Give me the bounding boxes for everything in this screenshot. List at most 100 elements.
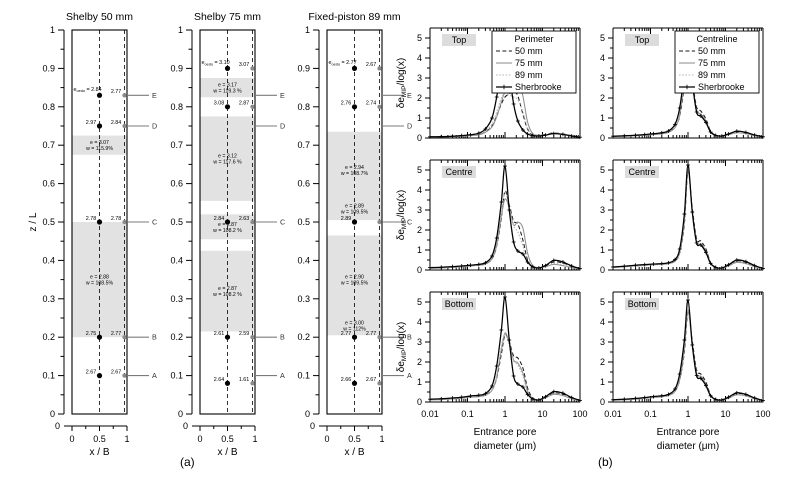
- y-axis-tick-label: 5: [417, 165, 422, 175]
- perimeter-measurement-point: [377, 219, 382, 225]
- profile-title: Shelby 50 mm: [66, 11, 133, 23]
- legend-label: 50 mm: [515, 46, 543, 56]
- centre-void-ratio-value: 2.89: [341, 216, 352, 222]
- subfigure-b-caption: (b): [598, 455, 613, 469]
- mip-curve-75-mm: [429, 198, 581, 270]
- y-axis-tick-label: 3: [600, 337, 605, 347]
- subplot-location-tag: [442, 34, 476, 46]
- y-axis-tick-label: 4: [417, 53, 422, 63]
- y-axis-tick-label: 2: [600, 357, 605, 367]
- mip-subplot-1-0: 0 1 2 3 4 5 Top: [600, 27, 765, 143]
- perimeter-void-ratio-value: 2.59: [239, 331, 250, 337]
- svg-text:eoedo = 3.10: eoedo = 3.10: [202, 60, 230, 66]
- mip-curve-89-mm: [612, 170, 764, 270]
- x-axis-zero-label: 0: [183, 421, 188, 431]
- level-label-C: C: [407, 218, 412, 227]
- centre-measurement-point: [96, 373, 103, 379]
- band-water-content-label: w = 117.6 %: [213, 160, 242, 166]
- x-axis-tick-label: 10: [537, 409, 547, 419]
- profile-panel-group: Shelby 50 mm e = 3.07 w = 115.9% e = 2.88 w …: [0, 0, 412, 487]
- x-axis-title-line1: Entrance pore: [474, 427, 537, 438]
- perimeter-measurement-point: [122, 373, 127, 378]
- y-axis-tick-label: 1: [178, 25, 183, 35]
- y-axis-tick-label: 0.3: [42, 294, 55, 304]
- y-axis-tick-label: 0.3: [170, 294, 183, 304]
- perimeter-void-ratio-value: 2.74: [366, 101, 377, 107]
- x-axis-tick-label: 0.1: [461, 409, 474, 419]
- perimeter-void-ratio-value: 2.67: [366, 62, 377, 68]
- x-axis-title: x / B: [89, 447, 109, 458]
- subfigure-a-caption: (a): [180, 455, 195, 469]
- mip-charts: 012345δeMIP/log(x)Top012345δeMIP/log(x)C…: [396, 27, 771, 452]
- y-axis-tick-label: 0.7: [170, 140, 183, 150]
- profile-plot-1: Shelby 75 mme = 3.17w = 119.3 %e = 3.12w…: [170, 11, 285, 458]
- svg-text:eoedo = 2.84: eoedo = 2.84: [74, 87, 102, 93]
- mip-curve-50-mm: [429, 90, 581, 138]
- legend-label: 75 mm: [698, 58, 726, 68]
- x-axis-title: x / B: [344, 447, 364, 458]
- y-axis-tick-label: 0.1: [42, 371, 55, 381]
- y-axis-tick-label: 3: [417, 205, 422, 215]
- x-axis-tick-label: 0.5: [93, 434, 106, 444]
- perimeter-void-ratio-value: 2.77: [111, 89, 122, 95]
- x-axis-tick-label: 0.01: [421, 409, 439, 419]
- mip-subplot-0-1: 0 1 2 3 4 5 δeMIP/log(x) Centre: [396, 159, 582, 275]
- perimeter-measurement-point: [250, 66, 255, 71]
- perimeter-measurement-point: [377, 381, 382, 386]
- y-axis-tick-label: 1: [417, 377, 422, 387]
- mip-curve-50-mm: [429, 334, 581, 402]
- centre-void-ratio-value: 2.78: [86, 216, 97, 222]
- x-axis-tick-label: 100: [572, 409, 587, 419]
- y-axis-tick-label: 0.1: [297, 371, 310, 381]
- level-label-A: A: [152, 371, 157, 380]
- band-void-ratio-label: e = 3.00: [345, 321, 364, 327]
- centre-void-ratio-value: 2.77: [341, 331, 352, 337]
- y-axis-tick-label: 1: [305, 25, 310, 35]
- y-axis-tick-label: 0.8: [297, 102, 310, 112]
- y-axis-tick-label: 0: [178, 409, 183, 419]
- x-axis-title: x / B: [217, 447, 237, 458]
- legend-title: Perimeter: [514, 34, 553, 44]
- y-axis-tick-label: 2: [417, 93, 422, 103]
- x-axis-title-line1: Entrance pore: [657, 427, 720, 438]
- sherbrooke-markers: [611, 163, 765, 271]
- y-axis-tick-label: 0.5: [170, 217, 183, 227]
- centre-void-ratio-value: 3.08: [214, 101, 225, 107]
- mip-subplot-1-2: 0 1 2 3 4 5 0.01 0.1 1 10 100 Entrance pore diameter…: [600, 291, 771, 452]
- centre-void-ratio-value: 2.66: [341, 377, 352, 383]
- y-axis-tick-label: 2: [600, 225, 605, 235]
- mip-curve-75-mm: [612, 309, 764, 402]
- perimeter-measurement-point: [122, 93, 127, 98]
- y-axis-title: z / L: [28, 212, 39, 231]
- level-label-B: B: [280, 333, 285, 342]
- y-axis-tick-label: 4: [600, 53, 605, 63]
- x-axis-tick-label: 1: [379, 434, 384, 444]
- centre-void-ratio-value: 2.75: [86, 331, 97, 337]
- y-axis-tick-label: 0: [50, 409, 55, 419]
- subplot-location-label: Top: [452, 35, 467, 45]
- centre-void-ratio-value: 2.76: [341, 101, 352, 107]
- y-axis-tick-label: 5: [600, 297, 605, 307]
- mip-curve-sherbrooke: [612, 299, 764, 402]
- perimeter-void-ratio-value: 1.61: [239, 377, 250, 383]
- legend-label: Sherbrooke: [698, 82, 745, 92]
- y-axis-tick-label: 1: [600, 113, 605, 123]
- level-label-D: D: [280, 122, 285, 131]
- subplot-location-label: Top: [635, 35, 650, 45]
- subplot-location-label: Bottom: [628, 299, 657, 309]
- centre-measurement-point: [96, 334, 103, 340]
- y-axis-tick-label: 0.7: [42, 140, 55, 150]
- perimeter-measurement-point: [122, 219, 127, 225]
- perimeter-void-ratio-value: 2.67: [111, 369, 122, 375]
- perimeter-void-ratio-value: 2.87: [239, 101, 250, 107]
- centre-measurement-point: [224, 219, 231, 225]
- perimeter-void-ratio-value: 2.77: [366, 331, 377, 337]
- x-axis-tick-label: 1: [252, 434, 257, 444]
- y-axis-tick-label: 0: [305, 409, 310, 419]
- subplot-location-tag: [442, 166, 476, 178]
- centre-measurement-point: [351, 65, 358, 71]
- y-axis-tick-label: 1: [50, 25, 55, 35]
- y-axis-tick-label: 0: [600, 133, 605, 143]
- level-label-B: B: [152, 333, 157, 342]
- level-label-C: C: [152, 218, 157, 227]
